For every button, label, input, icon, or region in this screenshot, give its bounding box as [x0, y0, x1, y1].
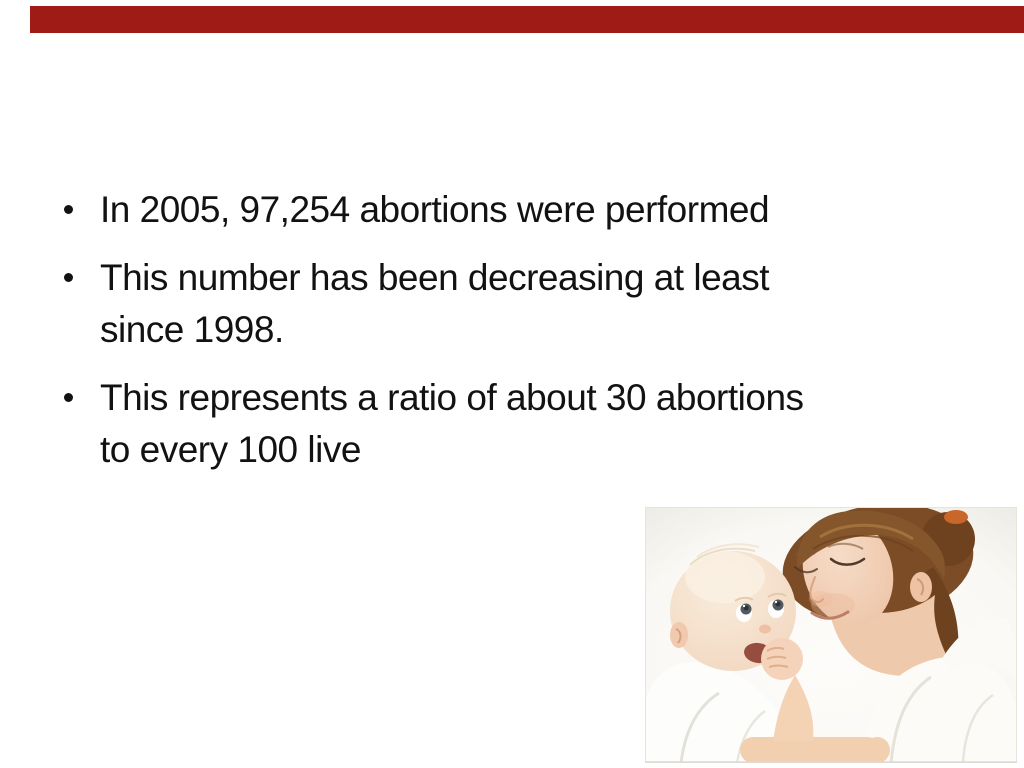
- baby-figure: [645, 543, 890, 763]
- bullet-line: This represents a ratio of about 30 abor…: [100, 377, 804, 418]
- mother-baby-photo: [645, 507, 1017, 763]
- bullet-item: This number has been decreasing at least…: [64, 252, 964, 356]
- bullet-line: since 1998.: [100, 309, 284, 350]
- bullet-item: In 2005, 97,254 abortions were performed: [64, 184, 964, 236]
- bullet-line: to every 100 live: [100, 429, 361, 470]
- bullet-list: In 2005, 97,254 abortions were performed…: [64, 184, 964, 492]
- bullet-line: This number has been decreasing at least: [100, 257, 770, 298]
- title-bar: [30, 6, 1024, 33]
- bullet-dot-icon: [64, 273, 73, 282]
- bullet-line: In 2005, 97,254 abortions were performed: [100, 189, 770, 230]
- bullet-dot-icon: [64, 393, 73, 402]
- bullet-item: This represents a ratio of about 30 abor…: [64, 372, 964, 476]
- bullet-dot-icon: [64, 205, 73, 214]
- mother-figure: [782, 507, 1017, 763]
